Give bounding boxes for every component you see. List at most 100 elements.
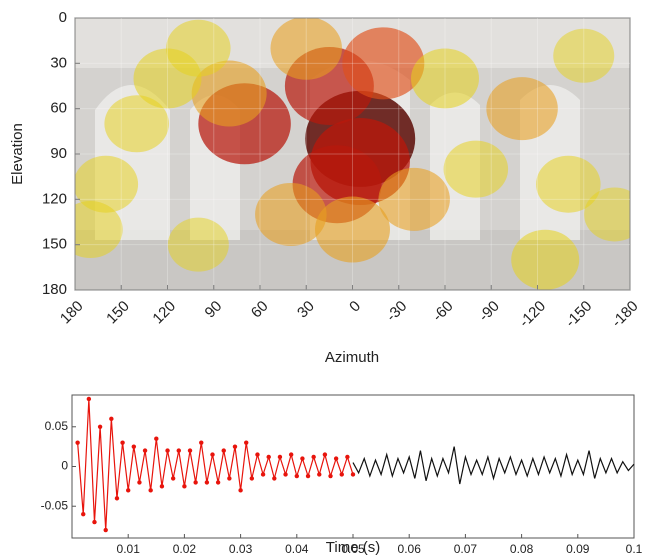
x-tick-label: -120 [516, 298, 549, 331]
x-tick-label: 0.06 [398, 542, 422, 556]
marker [333, 456, 339, 461]
heat-spot [584, 187, 630, 242]
heat-spot [255, 182, 327, 246]
marker [148, 488, 153, 493]
heat-spot [411, 48, 479, 109]
x-axis-label: Azimuth [325, 349, 379, 366]
marker [232, 444, 238, 449]
marker [272, 476, 277, 481]
marker [249, 476, 255, 481]
waveform [77, 398, 354, 531]
y-tick-label: 150 [42, 236, 67, 253]
y-tick-label: -0.05 [41, 498, 69, 512]
marker [170, 476, 176, 481]
x-tick-label: 0.01 [117, 542, 141, 556]
x-tick-label: 0.1 [626, 542, 643, 556]
x-tick-label: 0 [346, 298, 364, 316]
y-axis-label: Elevation [9, 123, 26, 185]
marker [322, 452, 328, 457]
marker [260, 472, 266, 477]
marker [215, 480, 221, 485]
y-tick-label: 30 [50, 54, 67, 71]
marker [109, 416, 114, 422]
marker [210, 452, 215, 457]
heat-spot [104, 95, 169, 153]
heat-spot [486, 77, 558, 141]
x-tick-label: 150 [103, 298, 133, 328]
heat-spot [342, 27, 425, 100]
marker [350, 472, 356, 477]
marker [199, 440, 204, 445]
y-tick-label: 0.05 [45, 419, 69, 433]
marker [165, 448, 170, 453]
heat-spot [315, 196, 390, 263]
heat-spot [75, 201, 123, 259]
marker [294, 473, 299, 479]
x-tick-label: 30 [294, 298, 318, 322]
x-tick-label: 0.03 [229, 542, 253, 556]
waveform [352, 446, 635, 485]
marker [131, 444, 137, 449]
y-tick-label: 120 [42, 190, 67, 207]
x-tick-label: 60 [248, 298, 272, 322]
heat-spot [167, 217, 229, 272]
marker [193, 480, 198, 485]
marker [120, 440, 125, 445]
y-tick-label: 180 [42, 281, 67, 298]
x-tick-label: 120 [149, 298, 179, 328]
x-tick-label: 0.04 [285, 542, 309, 556]
marker [154, 436, 159, 441]
heat-spot [75, 155, 139, 213]
y-tick-label: 0 [59, 9, 67, 26]
x-tick-label: 0.02 [173, 542, 197, 556]
x-tick-label: -90 [476, 298, 503, 325]
heat-spot [536, 155, 601, 213]
marker [300, 456, 305, 461]
x-tick-label: -60 [429, 298, 456, 325]
marker [288, 452, 294, 457]
x-tick-label: 0.08 [510, 542, 534, 556]
marker [317, 472, 322, 477]
heat-spot [191, 60, 267, 127]
x-tick-label: -30 [383, 298, 410, 325]
marker [204, 480, 210, 485]
x-tick-label: -150 [562, 298, 595, 331]
x-tick-label: 0.05 [341, 542, 365, 556]
plot-frame [71, 394, 635, 539]
heat-spot [443, 140, 509, 198]
x-tick-label: 0.09 [566, 542, 590, 556]
marker [92, 519, 97, 525]
marker [227, 476, 232, 481]
marker [81, 511, 86, 517]
marker [86, 396, 92, 402]
marker [328, 473, 333, 479]
marker [97, 424, 103, 429]
x-axis-label: Time (s) [326, 539, 380, 556]
marker [103, 527, 108, 533]
marker [238, 488, 243, 493]
marker [277, 454, 283, 460]
y-tick-label: 60 [50, 100, 67, 117]
heat-spot [511, 229, 580, 290]
marker [187, 448, 193, 453]
y-tick-label: 0 [61, 459, 68, 473]
marker [266, 454, 271, 460]
marker [159, 484, 165, 489]
x-tick-label: 180 [57, 298, 87, 328]
heat-spot [553, 28, 615, 83]
marker [182, 484, 187, 489]
marker [126, 488, 131, 493]
marker [339, 472, 344, 477]
marker [244, 440, 249, 445]
heat-spot [270, 18, 342, 80]
marker [283, 472, 288, 477]
marker [311, 454, 316, 460]
heat-spot [166, 19, 231, 77]
marker [114, 496, 120, 501]
marker [345, 454, 350, 460]
marker [221, 448, 226, 453]
marker [305, 473, 311, 479]
x-tick-label: -180 [608, 298, 641, 331]
marker [137, 480, 142, 485]
x-tick-label: 90 [202, 298, 226, 322]
